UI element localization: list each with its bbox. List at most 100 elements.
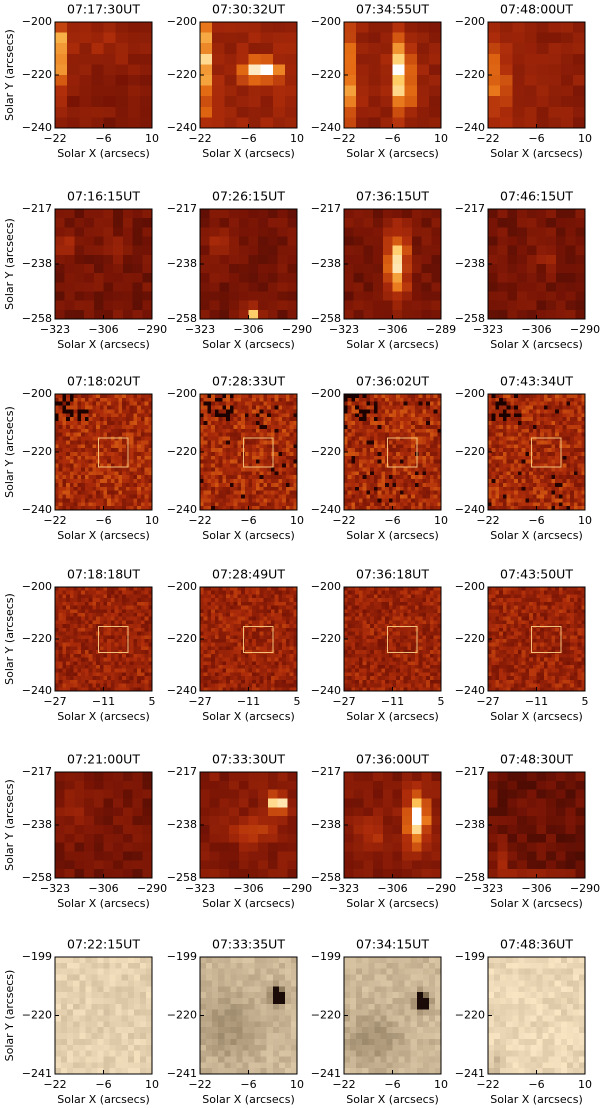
image-pixel [267,436,272,441]
image-pixel [66,448,71,453]
image-pixel [66,490,71,495]
image-pixel [237,436,242,441]
image-pixel [366,432,371,437]
image-pixel [73,661,78,666]
image-pixel [66,413,71,418]
image-pixel [570,502,575,507]
image-pixel [543,482,549,488]
image-pixel [91,53,104,65]
image-pixel [66,616,71,621]
image-pixel [547,502,552,507]
image-pixel [113,300,124,311]
image-pixel [133,665,138,670]
image-pixel [270,471,276,476]
image-pixel [209,273,220,283]
image-pixel [55,117,68,129]
image-pixel [499,417,504,422]
image-pixel [404,75,418,86]
image-pixel [414,409,420,414]
image-pixel [222,467,227,472]
image-pixel [512,106,525,118]
panel-time: 07:17:30UT [67,2,140,17]
image-pixel [373,467,378,472]
x-axis-label: Solar X (arcsecs) [57,338,150,351]
image-pixel [540,428,545,434]
image-pixel [403,413,408,418]
image-pixel [58,668,63,673]
image-pixel [407,432,412,437]
image-pixel [399,471,405,476]
image-pixel [148,467,153,472]
image-pixel [422,428,427,434]
image-pixel [84,444,89,449]
image-pixel [211,494,216,499]
image-pixel [555,463,560,468]
image-pixel [543,397,549,403]
image-pixel [517,502,522,507]
image-pixel [55,657,60,662]
image-pixel [396,413,401,418]
image-pixel [84,397,89,403]
image-pixel [110,679,116,684]
image-pixel [140,635,145,640]
image-pixel [368,96,381,108]
image-pixel [237,448,242,453]
image-pixel [238,209,249,219]
image-pixel [289,421,294,426]
image-pixel [127,96,141,108]
image-pixel [396,409,401,414]
image-pixel [200,590,205,595]
image-pixel [362,471,367,476]
image-pixel [358,444,364,449]
image-pixel [79,64,92,76]
image-pixel [122,413,127,418]
image-pixel [77,452,82,457]
image-pixel [214,401,220,406]
image-pixel [500,75,513,86]
image-pixel [122,594,127,599]
image-pixel [524,75,537,86]
image-pixel [252,448,257,453]
image-pixel [62,506,67,511]
image-pixel [133,448,138,453]
image-pixel [540,467,545,472]
image-pixel [58,635,63,640]
image-pixel [562,452,567,457]
image-pixel [399,394,405,399]
image-pixel [577,405,582,410]
image-pixel [55,421,60,426]
image-pixel [73,616,78,621]
image-pixel [139,53,153,65]
image-pixel [69,594,75,599]
image-pixel [248,273,259,283]
image-pixel [577,409,582,414]
image-pixel [84,613,89,618]
image-pixel [144,413,149,418]
image-pixel [133,428,138,434]
image-pixel [129,590,134,595]
image-pixel [274,471,279,476]
image-pixel [81,467,86,472]
image-pixel [560,75,574,86]
image-pixel [69,601,75,606]
image-pixel [529,432,534,437]
image-pixel [562,432,567,437]
image-pixel [133,506,138,511]
image-pixel [521,463,526,468]
image-pixel [103,653,108,658]
image-pixel [55,300,66,311]
image-pixel [517,444,522,449]
image-pixel [570,417,575,422]
image-pixel [214,463,220,468]
image-pixel [540,421,545,426]
image-pixel [399,424,405,430]
image-pixel [140,665,145,670]
image-pixel [222,490,227,495]
image-pixel [55,587,60,592]
image-pixel [132,236,143,247]
image-pixel [514,502,519,507]
image-pixel [66,397,71,403]
image-pixel [88,635,93,640]
image-pixel [244,455,249,461]
image-pixel [287,245,298,256]
